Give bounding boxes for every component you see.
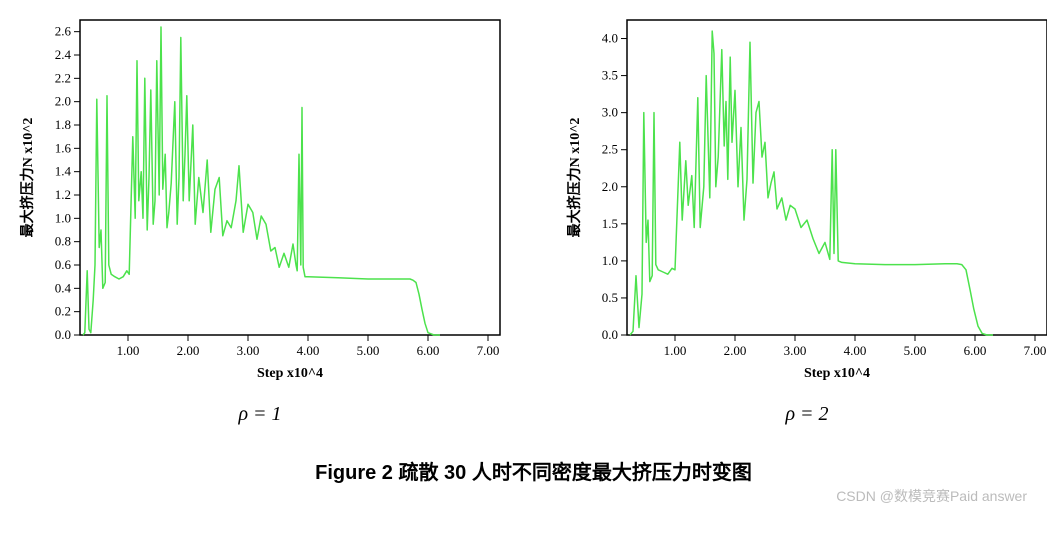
svg-text:最大挤压力N x10^2: 最大挤压力N x10^2 [19, 118, 36, 238]
chart-panel-right: 1.00 2.00 3.00 4.00 5.00 6.00 7.00 0.0 0.5 1.0 1.5… [557, 10, 1047, 426]
svg-text:0.6: 0.6 [55, 257, 72, 272]
svg-text:1.0: 1.0 [55, 210, 71, 225]
svg-text:2.0: 2.0 [55, 94, 71, 109]
watermark-text: CSDN @数模竞赛Paid answer [836, 486, 1027, 506]
charts-row: 1.00 2.00 3.00 4.00 5.00 6.00 7.00 0.0 0.2 0.4 0.6… [10, 10, 1047, 426]
svg-text:4.00: 4.00 [297, 343, 320, 358]
chart-left-svg-host: 1.00 2.00 3.00 4.00 5.00 6.00 7.00 0.0 0.2 0.4 0.6… [10, 10, 510, 395]
svg-text:Step x10^4: Step x10^4 [804, 366, 870, 381]
svg-text:2.0: 2.0 [602, 179, 618, 194]
subplot-label-left: ρ = 1 [10, 403, 510, 426]
svg-text:0.5: 0.5 [602, 290, 618, 305]
chart-right-svg: 1.00 2.00 3.00 4.00 5.00 6.00 7.00 0.0 0.5 1.0 1.5… [557, 10, 1047, 390]
chart-left-svg: 1.00 2.00 3.00 4.00 5.00 6.00 7.00 0.0 0.2 0.4 0.6… [10, 10, 510, 390]
svg-text:2.5: 2.5 [602, 142, 618, 157]
svg-text:0.0: 0.0 [55, 327, 71, 342]
svg-text:1.0: 1.0 [602, 253, 618, 268]
svg-text:3.0: 3.0 [602, 105, 618, 120]
svg-text:1.4: 1.4 [55, 164, 72, 179]
svg-text:3.00: 3.00 [784, 343, 807, 358]
svg-text:0.0: 0.0 [602, 327, 618, 342]
chart-right-svg-host: 1.00 2.00 3.00 4.00 5.00 6.00 7.00 0.0 0.5 1.0 1.5… [557, 10, 1047, 395]
chart-panel-left: 1.00 2.00 3.00 4.00 5.00 6.00 7.00 0.0 0.2 0.4 0.6… [10, 10, 510, 426]
svg-text:6.00: 6.00 [417, 343, 440, 358]
svg-text:0.2: 0.2 [55, 304, 71, 319]
svg-text:2.6: 2.6 [55, 24, 72, 39]
svg-text:1.00: 1.00 [664, 343, 687, 358]
svg-text:1.6: 1.6 [55, 140, 72, 155]
svg-text:7.00: 7.00 [1024, 343, 1047, 358]
figure-caption: Figure 2 疏散 30 人时不同密度最大挤压力时变图 [10, 456, 1047, 485]
svg-text:2.2: 2.2 [55, 70, 71, 85]
svg-text:1.5: 1.5 [602, 216, 618, 231]
svg-text:7.00: 7.00 [477, 343, 500, 358]
svg-text:4.00: 4.00 [844, 343, 867, 358]
svg-text:1.00: 1.00 [117, 343, 140, 358]
subplot-label-right: ρ = 2 [557, 403, 1047, 426]
svg-text:5.00: 5.00 [357, 343, 380, 358]
svg-text:Step x10^4: Step x10^4 [257, 366, 323, 381]
svg-text:1.2: 1.2 [55, 187, 71, 202]
svg-text:0.4: 0.4 [55, 280, 72, 295]
svg-text:最大挤压力N x10^2: 最大挤压力N x10^2 [566, 118, 583, 238]
svg-text:4.0: 4.0 [602, 31, 618, 46]
svg-text:0.8: 0.8 [55, 234, 71, 249]
svg-text:6.00: 6.00 [964, 343, 987, 358]
svg-text:1.8: 1.8 [55, 117, 71, 132]
svg-text:3.00: 3.00 [237, 343, 260, 358]
svg-text:3.5: 3.5 [602, 68, 618, 83]
svg-text:5.00: 5.00 [904, 343, 927, 358]
svg-text:2.00: 2.00 [177, 343, 200, 358]
svg-text:2.00: 2.00 [724, 343, 747, 358]
svg-text:2.4: 2.4 [55, 47, 72, 62]
